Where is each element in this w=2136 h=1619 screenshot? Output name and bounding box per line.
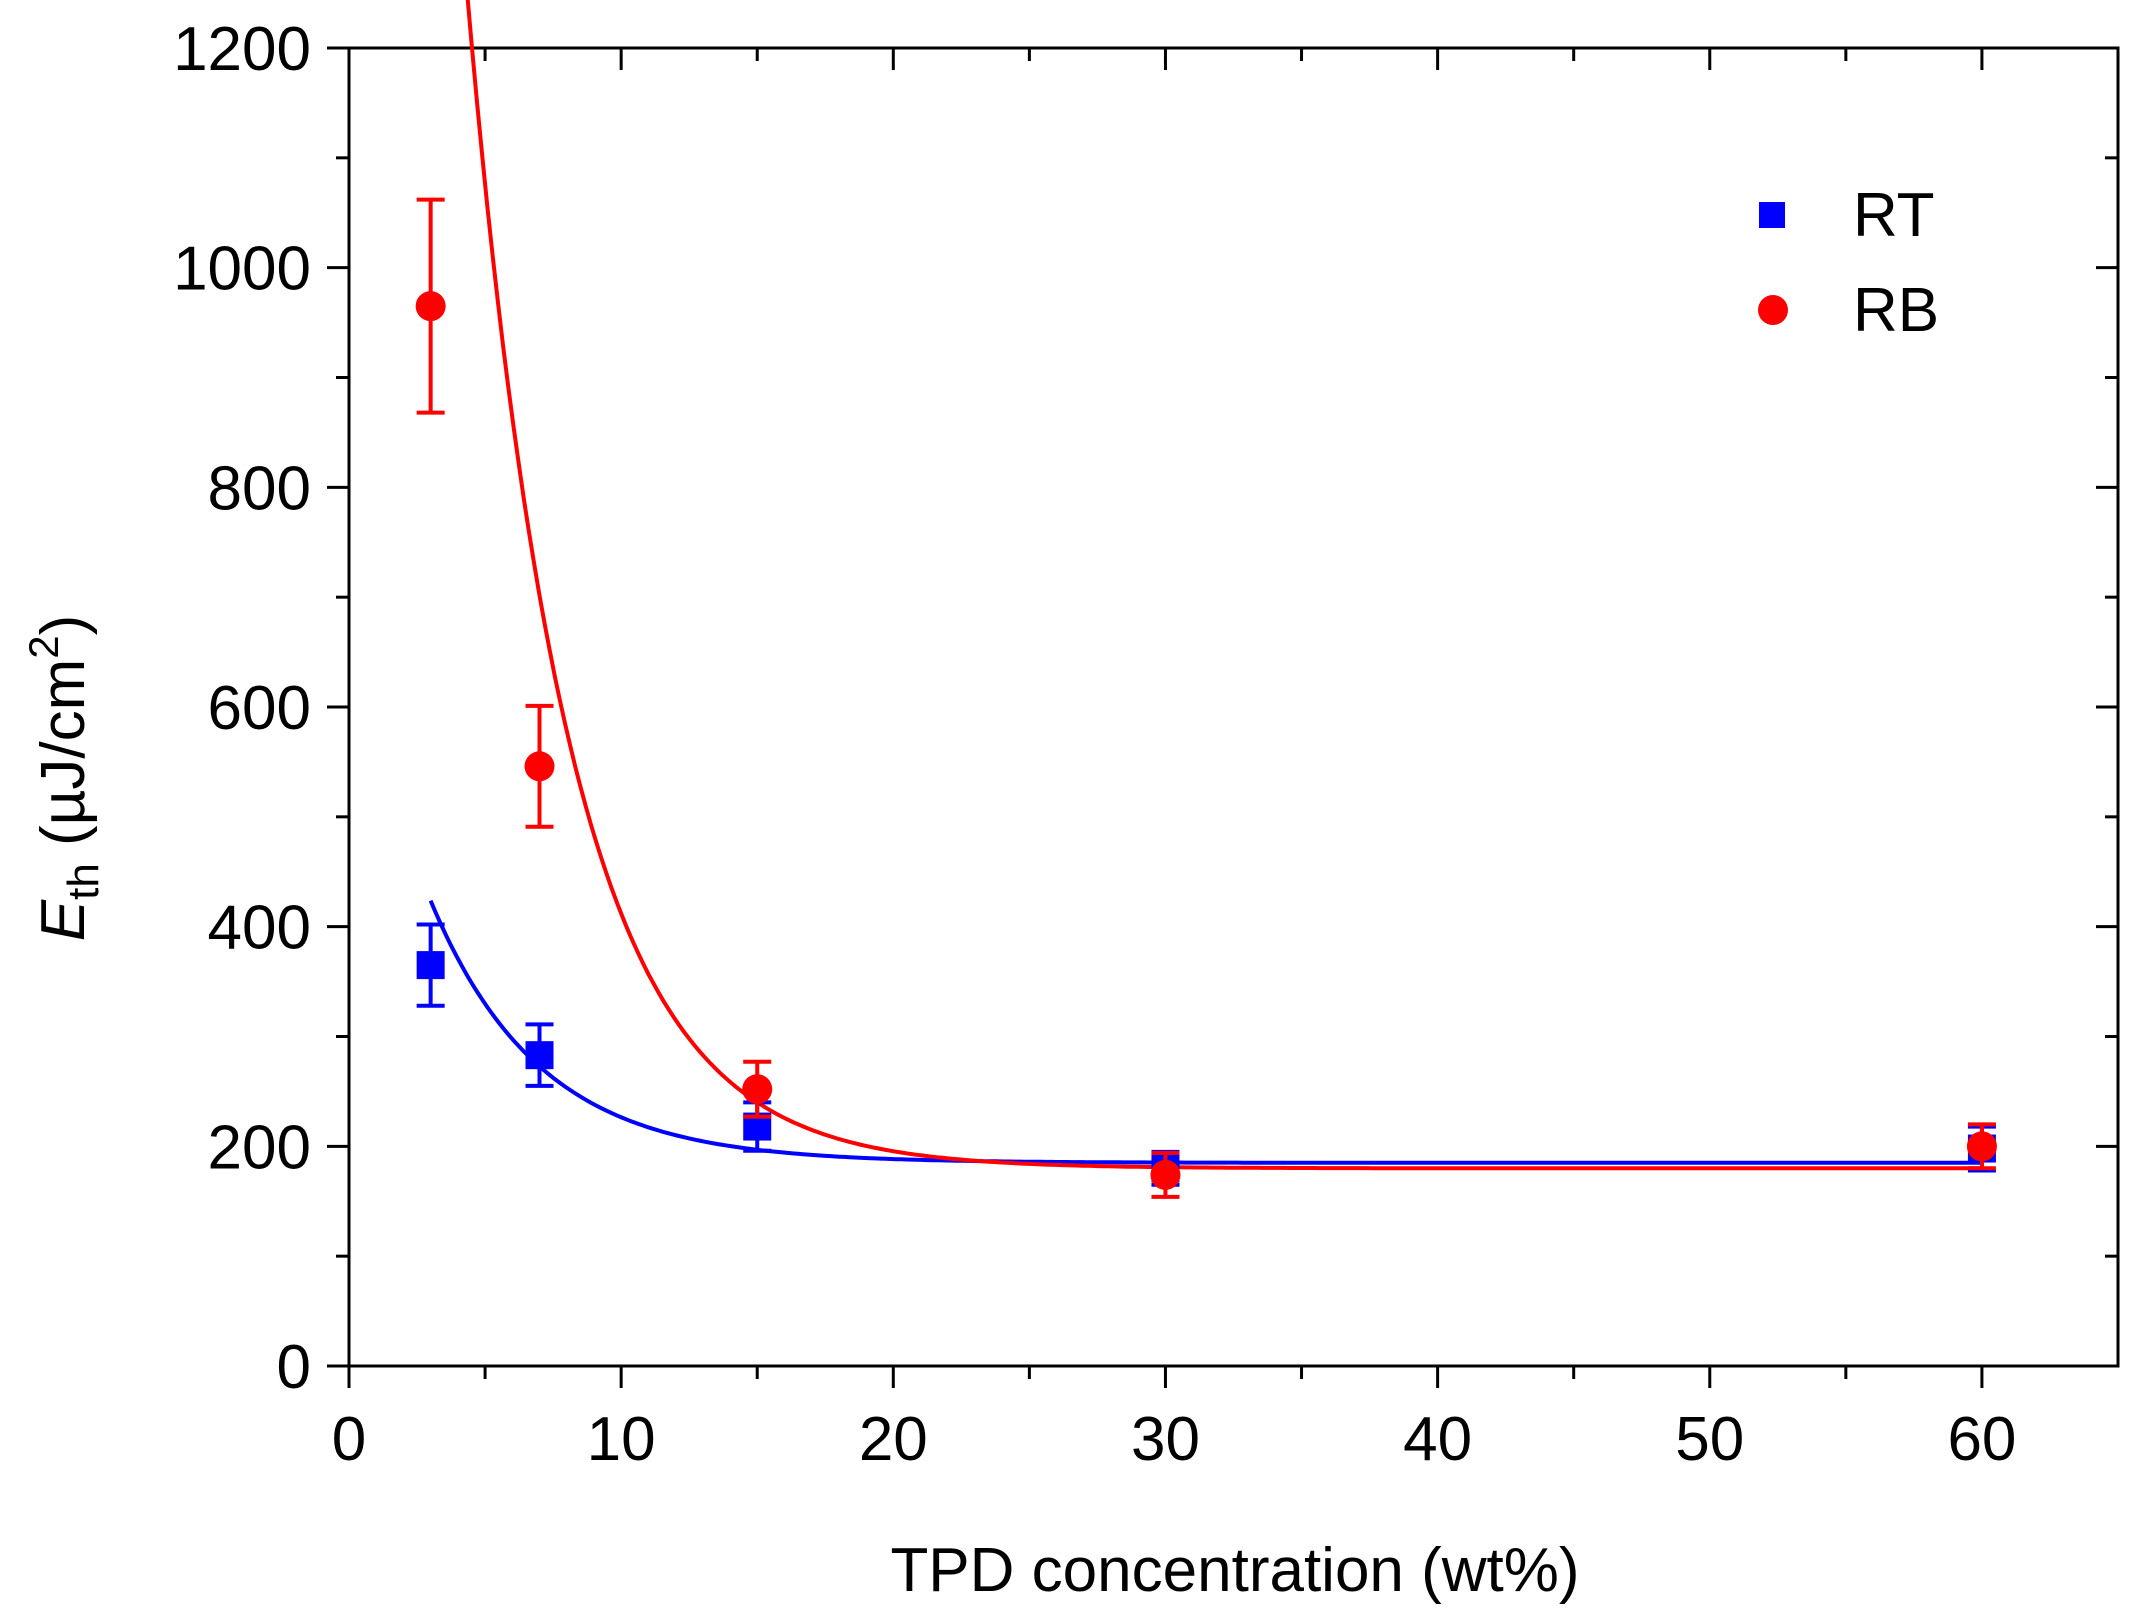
data-point-rb xyxy=(1150,1159,1181,1190)
y-tick-label: 0 xyxy=(277,1333,311,1402)
x-tick-label: 60 xyxy=(1947,1405,2016,1474)
legend-marker-rb xyxy=(1758,295,1788,325)
legend-label-rt: RT xyxy=(1853,181,1935,250)
legend-label-rb: RB xyxy=(1853,276,1939,345)
x-tick-label: 30 xyxy=(1131,1405,1200,1474)
y-tick-label: 200 xyxy=(208,1113,311,1182)
fit-curve-rt xyxy=(428,899,1982,1165)
y-axis-subscript: th xyxy=(59,863,108,900)
data-point-rt xyxy=(416,951,445,980)
data-point-rb xyxy=(415,291,446,322)
y-tick-label: 800 xyxy=(208,454,311,523)
data-point-rb xyxy=(524,751,555,782)
y-axis-unit-superscript: 2 xyxy=(20,635,67,658)
y-tick-label: 1200 xyxy=(173,15,311,84)
data-point-rb xyxy=(1966,1131,1997,1162)
x-tick-label: 0 xyxy=(332,1405,366,1474)
x-axis-title: TPD concentration (wt%) xyxy=(890,1536,1579,1605)
y-tick-label: 600 xyxy=(208,674,311,743)
data-point-rb xyxy=(742,1074,773,1105)
legend-marker-rt xyxy=(1759,202,1785,228)
fit-curves xyxy=(428,0,1982,1171)
fit-curve-rb xyxy=(465,0,1982,1171)
x-tick-label: 50 xyxy=(1675,1405,1744,1474)
y-tick-label: 400 xyxy=(208,894,311,963)
data-point-rt xyxy=(525,1041,554,1070)
legend: RT RB xyxy=(1758,181,1939,345)
y-axis-unit-close: ) xyxy=(29,615,98,636)
y-axis-unit: (µJ/cm xyxy=(29,659,98,863)
x-tick-label: 10 xyxy=(587,1405,656,1474)
y-axis-title: Eth (µJ/cm2) xyxy=(20,615,108,942)
data-points xyxy=(415,197,1997,1199)
y-axis-symbol: E xyxy=(29,899,98,941)
x-tick-label: 20 xyxy=(859,1405,928,1474)
y-tick-label: 1000 xyxy=(173,235,311,304)
x-tick-label: 40 xyxy=(1403,1405,1472,1474)
